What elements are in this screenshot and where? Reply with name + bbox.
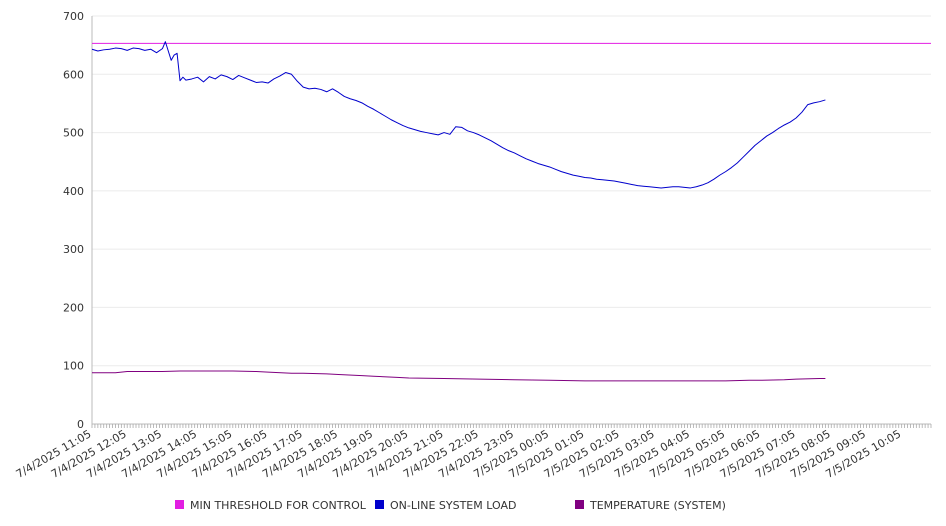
y-tick-label: 200 [63, 301, 84, 314]
y-tick-label: 100 [63, 360, 84, 373]
legend-label-min-threshold-for-control: MIN THRESHOLD FOR CONTROL [190, 499, 367, 512]
legend-swatch-min-threshold-for-control [175, 500, 184, 509]
legend-label-on-line-system-load: ON-LINE SYSTEM LOAD [390, 499, 516, 512]
series-line-temperature-system [92, 370, 826, 382]
grid-lines [92, 15, 931, 367]
y-tick-label: 0 [77, 418, 84, 431]
y-tick-label: 400 [63, 185, 84, 198]
y-tick-label: 300 [63, 243, 84, 256]
legend: MIN THRESHOLD FOR CONTROL ON-LINE SYSTEM … [175, 499, 726, 512]
x-tick-labels: 7/4/2025 11:057/4/2025 12:057/4/2025 13:… [14, 427, 903, 481]
y-tick-label: 600 [63, 68, 84, 81]
legend-swatch-on-line-system-load [375, 500, 384, 509]
x-minor-ticks [91, 424, 932, 428]
y-tick-label: 500 [63, 127, 84, 140]
y-tick-label: 700 [63, 10, 84, 23]
y-tick-labels: 0 100 200 300 400 500 600 700 [63, 10, 84, 431]
legend-swatch-temperature-system [575, 500, 584, 509]
legend-label-temperature-system: TEMPERATURE (SYSTEM) [589, 499, 726, 512]
series-lines [91, 41, 931, 382]
series-line-on-line-system-load [91, 41, 826, 189]
axes [91, 16, 932, 428]
